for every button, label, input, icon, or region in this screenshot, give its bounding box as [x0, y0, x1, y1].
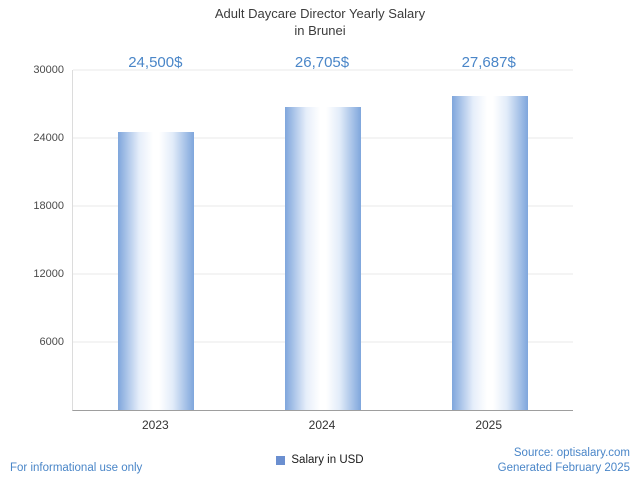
disclaimer-text: For informational use only — [10, 462, 143, 474]
legend-label: Salary in USD — [291, 454, 364, 466]
bar-value-label: 26,705$ — [294, 54, 350, 71]
legend: Salary in USD — [0, 454, 640, 466]
generated-text: Generated February 2025 — [497, 462, 630, 475]
bar-value-labels-row: 24,500$ 26,705$ 27,687$ — [72, 54, 572, 71]
source-block: Source: optisalary.com Generated Februar… — [498, 446, 630, 476]
legend-swatch-icon — [276, 455, 286, 465]
chart-title-line2: in Brunei — [294, 22, 346, 38]
y-tick-label: 18000 — [33, 200, 64, 212]
x-tick-label: 2023 — [141, 418, 169, 432]
chart-title-line1: Adult Daycare Director Yearly Salary — [214, 6, 426, 21]
gridline — [73, 69, 573, 71]
bars-container — [73, 70, 573, 410]
bar-slot — [240, 70, 407, 410]
bar — [451, 96, 528, 410]
chart-title: Adult Daycare Director Yearly Salary in … — [0, 6, 640, 40]
bar-slot — [73, 70, 240, 410]
source-text: Source: optisalary.com — [513, 447, 630, 460]
plot-area: 6000 12000 18000 24000 30000 — [33, 64, 573, 411]
y-tick-label: 6000 — [39, 336, 64, 348]
bar-value-label: 27,687$ — [461, 54, 516, 71]
bar-slot — [406, 70, 573, 410]
x-axis-labels-row: 2023 2024 2025 — [72, 418, 572, 432]
bar — [285, 107, 361, 410]
x-tick-label: 2025 — [475, 418, 503, 432]
y-tick-label: 12000 — [33, 268, 64, 280]
bar-value-label: 24,500$ — [128, 54, 183, 71]
y-tick-label: 30000 — [33, 64, 64, 76]
bar — [118, 132, 195, 410]
x-tick-label: 2024 — [308, 418, 336, 432]
y-tick-label: 24000 — [33, 132, 64, 144]
